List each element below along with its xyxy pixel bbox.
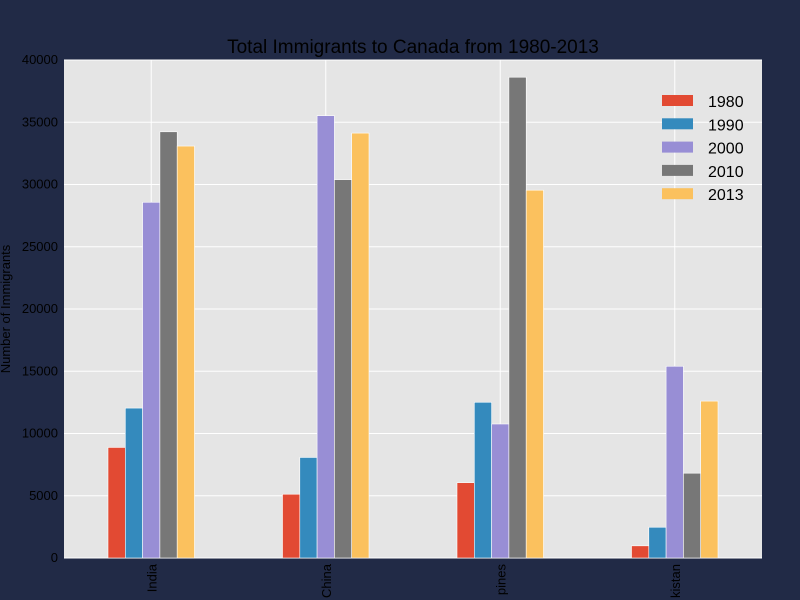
y-tick-label: 5000: [29, 488, 58, 503]
legend-swatch: [662, 164, 693, 176]
bar: [700, 400, 719, 559]
bar: [665, 365, 684, 559]
chart-title: Total Immigrants to Canada from 1980-201…: [227, 37, 599, 58]
x-axis-ticks: India China pines kistan: [144, 563, 683, 598]
y-tick-label: 40000: [22, 52, 58, 67]
bar: [351, 132, 370, 559]
y-axis-ticks: 0 5000 10000 15000 20000 25000 30000 35000 40000: [22, 52, 58, 565]
y-tick-label: 30000: [22, 177, 58, 192]
bar: [176, 145, 195, 559]
bar: [648, 526, 667, 559]
legend-swatch: [662, 118, 693, 130]
bar: [125, 407, 143, 559]
y-tick-label: 35000: [22, 114, 58, 129]
bar: [316, 115, 335, 559]
bar: [334, 179, 352, 559]
y-tick-label: 25000: [22, 239, 58, 254]
x-tick-label: pines: [493, 564, 508, 596]
legend-swatch: [662, 188, 693, 200]
bar: [508, 76, 527, 559]
bar: [456, 482, 475, 559]
bar: [631, 545, 650, 559]
y-tick-label: 15000: [22, 363, 58, 378]
y-tick-label: 10000: [22, 426, 58, 441]
bars: [107, 76, 719, 559]
bar: [142, 201, 161, 559]
legend-label: 1990: [708, 117, 744, 134]
legend-label: 2013: [708, 187, 744, 204]
bar: [683, 472, 702, 559]
bar: [282, 493, 301, 559]
bar: [159, 131, 178, 559]
legend: 1980 1990 2000 2010 2013: [662, 94, 744, 204]
legend-label: 2010: [708, 164, 744, 181]
legend-swatch: [662, 141, 693, 153]
y-tick-label: 0: [51, 550, 58, 565]
legend-label: 1980: [708, 94, 744, 111]
y-axis-label: Number of Immigrants: [0, 244, 13, 373]
bar: [525, 189, 544, 559]
bar: [473, 401, 492, 559]
x-tick-label: kistan: [668, 564, 683, 598]
bar: [299, 457, 318, 559]
bar: [107, 447, 126, 559]
x-tick-label: China: [319, 563, 334, 598]
legend-label: 2000: [708, 141, 744, 158]
y-tick-label: 20000: [22, 301, 58, 316]
x-tick-label: India: [144, 563, 159, 592]
bar: [491, 423, 510, 559]
legend-swatch: [662, 95, 693, 106]
